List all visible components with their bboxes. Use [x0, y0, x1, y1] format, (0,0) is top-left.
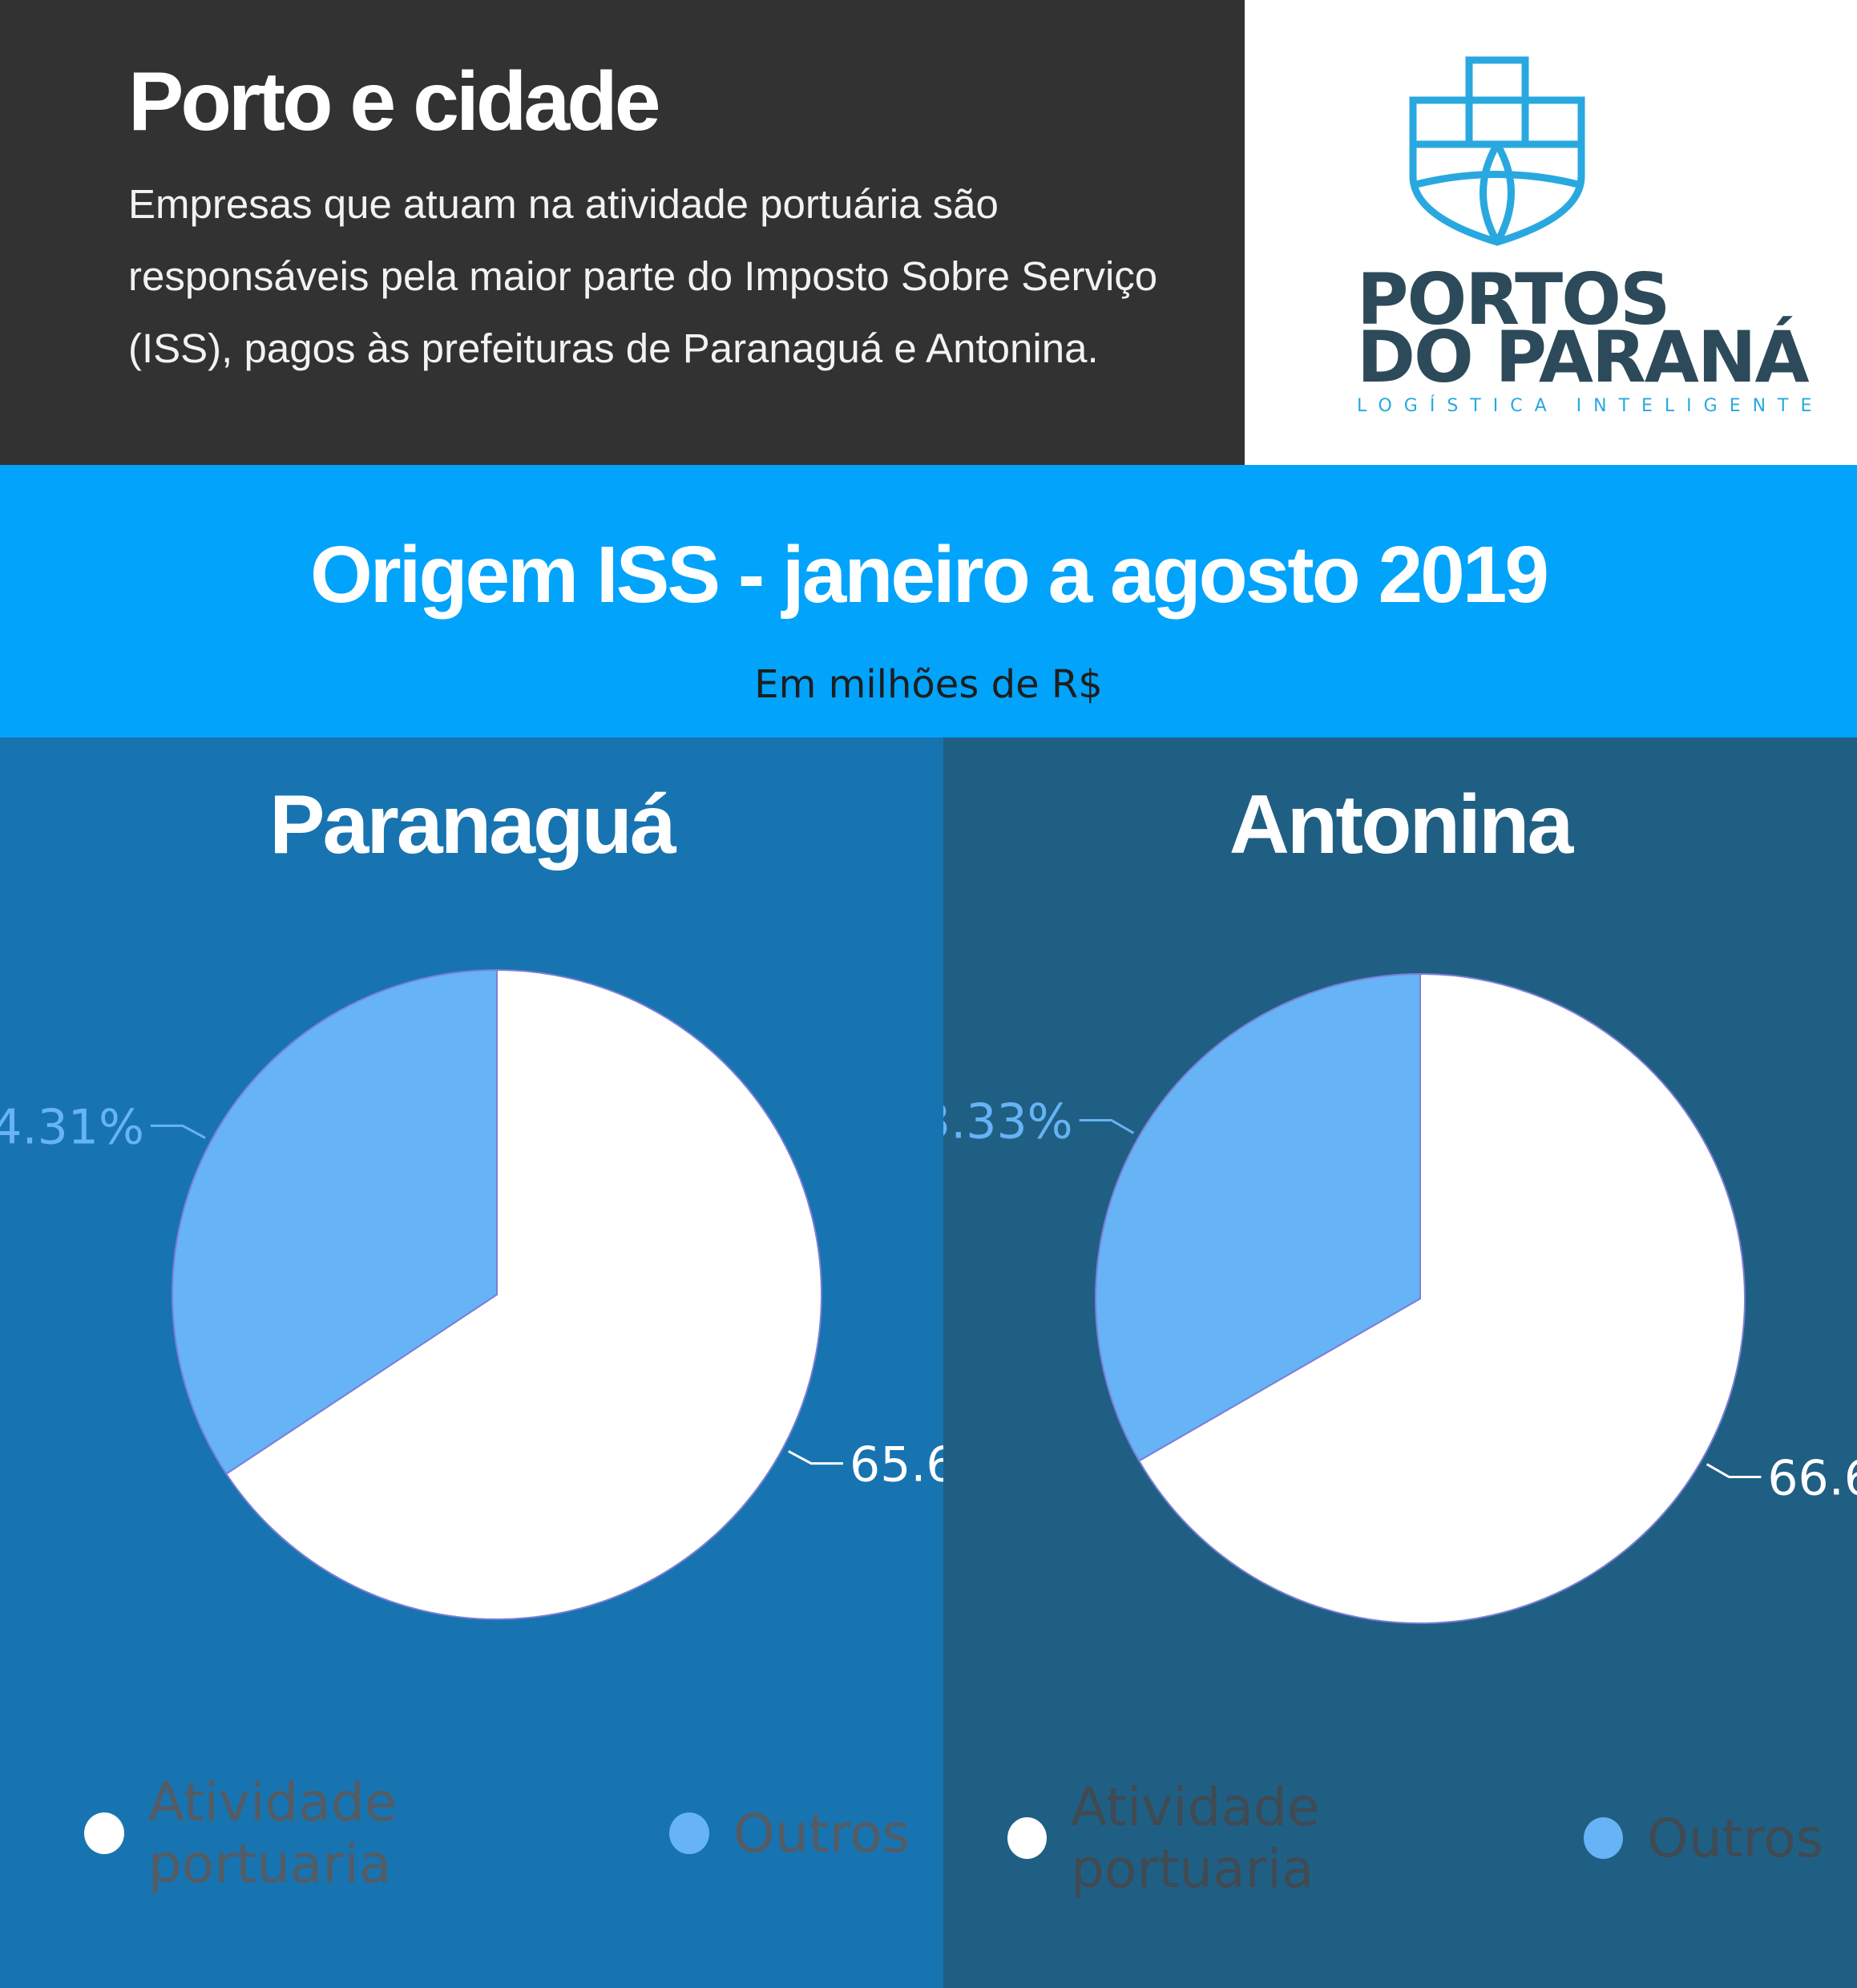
- pie-data-label: 66.67%: [1767, 1451, 1857, 1507]
- pie-data-label: 33.33%: [943, 1093, 1073, 1150]
- legend-marker-port: [1007, 1817, 1047, 1859]
- pie-slice-port[interactable]: [224, 968, 822, 1620]
- pie-slice-port[interactable]: [1137, 972, 1746, 1624]
- legend-label-other: Outros: [733, 1802, 910, 1865]
- header-description: Empresas que atuam na atividade portuári…: [128, 181, 1158, 371]
- legend-marker-port: [84, 1812, 124, 1854]
- header-title: Porto e cidade: [128, 55, 661, 148]
- pie-leader-line: [788, 1450, 844, 1465]
- logo-line-1: PORTOS: [1357, 258, 1670, 341]
- pie-leader-line: [1079, 1118, 1135, 1134]
- legend-marker-other: [1583, 1817, 1623, 1859]
- pie-leader-line: [150, 1124, 206, 1139]
- pie-slice-other[interactable]: [172, 968, 498, 1476]
- legend-label-other: Outros: [1646, 1807, 1823, 1869]
- banner-title: Origem ISS - janeiro a agosto 2019: [309, 530, 1549, 620]
- pie-leader-line: [1706, 1463, 1762, 1479]
- chart-panel-antonina: Antonina 66.67% 33.33% Atividade portuari…: [943, 737, 1857, 1988]
- chart-legend: Atividade portuaria Outros: [1007, 1776, 1857, 1900]
- logo-area: PORTOS DO PARANÁ LOGÍSTICA INTELIGENTE: [1245, 0, 1857, 465]
- header-panel: Porto e cidade Empresas que atuam na ati…: [0, 0, 1245, 465]
- legend-marker-other: [669, 1812, 709, 1854]
- pie-chart-paranagua: 65.69% 34.31%: [0, 968, 943, 1620]
- pie-chart-antonina: 66.67% 33.33%: [943, 972, 1857, 1624]
- chart-title: Paranaguá: [269, 778, 676, 871]
- chart-legend: Atividade portuaria Outros: [84, 1772, 943, 1895]
- chart-banner: Origem ISS - janeiro a agosto 2019 Em mi…: [0, 465, 1857, 737]
- chart-title: Antonina: [1229, 778, 1574, 871]
- logo-line-2: DO PARANÁ: [1357, 316, 1810, 398]
- pie-data-label: 65.69%: [850, 1437, 943, 1493]
- chart-panel-paranagua: Paranaguá 65.69% 34.31% Atividade portuar…: [0, 737, 943, 1988]
- legend-label-port: Atividade portuaria: [147, 1772, 398, 1895]
- pie-data-label: 34.31%: [0, 1099, 144, 1155]
- port-shield-globe-icon: [1409, 56, 1585, 246]
- logo-tagline: LOGÍSTICA INTELIGENTE: [1357, 396, 1824, 416]
- pie-slice-other[interactable]: [1095, 972, 1421, 1462]
- banner-subtitle: Em milhões de R$: [754, 662, 1103, 707]
- legend-label-port: Atividade portuaria: [1070, 1776, 1320, 1900]
